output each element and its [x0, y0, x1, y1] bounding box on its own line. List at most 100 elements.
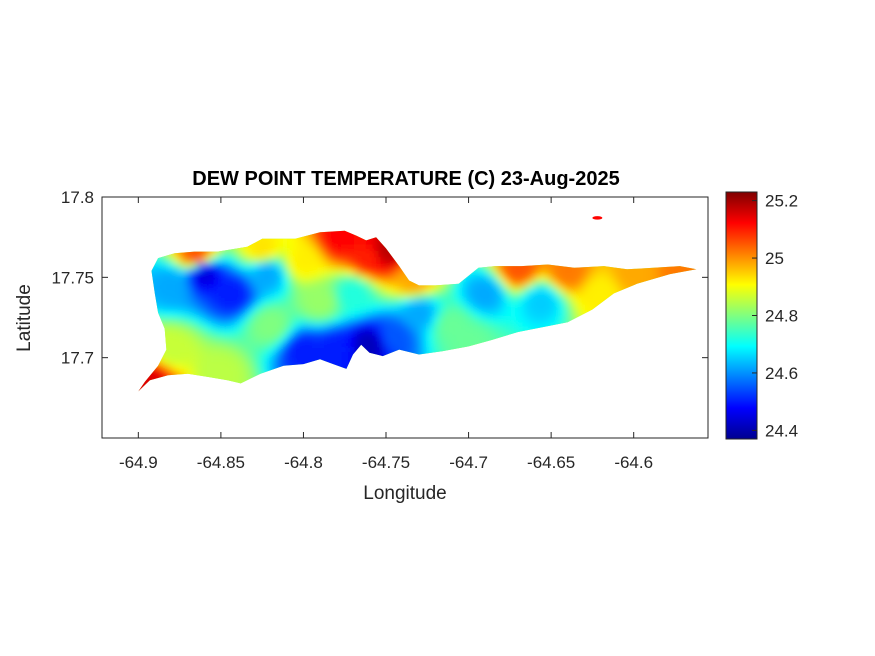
heatmap-cell [432, 305, 439, 312]
heatmap-cell [354, 329, 361, 336]
heatmap-cell [168, 359, 175, 366]
heatmap-cell [342, 251, 349, 258]
x-tick-label: -64.9 [119, 453, 158, 472]
heatmap-cell [270, 245, 277, 252]
heatmap-cell [486, 281, 493, 288]
heatmap-cell [360, 245, 367, 252]
heatmap-cell [492, 287, 499, 294]
heatmap-cell [300, 347, 307, 354]
heatmap-cell [324, 293, 331, 300]
heatmap-cell [246, 257, 253, 264]
heatmap-cell [168, 251, 175, 258]
heatmap-cell [162, 293, 169, 300]
heatmap-cell [174, 269, 181, 276]
heatmap-cell [480, 281, 487, 288]
heatmap-cell [372, 281, 379, 288]
heatmap-cell [162, 281, 169, 288]
heatmap-cell [558, 287, 565, 294]
heatmap-cell [276, 359, 283, 366]
heatmap-cell [336, 281, 343, 288]
heatmap-cell [180, 311, 187, 318]
heatmap-cell [168, 341, 175, 348]
heatmap-cell [270, 263, 277, 270]
heatmap-cell [528, 287, 535, 294]
heatmap-cell [228, 329, 235, 336]
heatmap-cell [246, 353, 253, 360]
heatmap-cell [492, 263, 499, 270]
heatmap-cell [462, 305, 469, 312]
heatmap-cell [204, 299, 211, 306]
heatmap-cell [306, 257, 313, 264]
heatmap-cell [246, 281, 253, 288]
heatmap-cell [378, 323, 385, 330]
heatmap-cell [252, 311, 259, 318]
heatmap-cell [144, 377, 151, 384]
colorbar-tick-label: 25 [765, 249, 784, 268]
heatmap-cell [360, 323, 367, 330]
heatmap-cell [528, 281, 535, 288]
heatmap-cell [420, 305, 427, 312]
heatmap-cell [174, 353, 181, 360]
heatmap-cell [360, 293, 367, 300]
heatmap-cell [354, 317, 361, 324]
heatmap-cell [540, 287, 547, 294]
heatmap-cell [306, 323, 313, 330]
chart-title: DEW POINT TEMPERATURE (C) 23-Aug-2025 [192, 168, 619, 190]
heatmap-cell [162, 329, 169, 336]
heatmap-cell [474, 323, 481, 330]
heatmap-cell [318, 293, 325, 300]
heatmap-cell [252, 353, 259, 360]
heatmap-cell [336, 311, 343, 318]
heatmap-cell [510, 281, 517, 288]
heatmap-cell [282, 293, 289, 300]
heatmap-cell [282, 281, 289, 288]
heatmap-cell [582, 269, 589, 276]
heatmap-cell [198, 353, 205, 360]
heatmap-cell [156, 287, 163, 294]
heatmap-cell [360, 281, 367, 288]
heatmap-cell [594, 281, 601, 288]
heatmap-cell [288, 269, 295, 276]
heatmap-cell [372, 329, 379, 336]
heatmap-cell [294, 353, 301, 360]
heatmap-cell [378, 269, 385, 276]
heatmap-cell [546, 311, 553, 318]
heatmap-cell [444, 311, 451, 318]
heatmap-cell [318, 317, 325, 324]
heatmap-cell [192, 353, 199, 360]
heatmap-cell [354, 311, 361, 318]
heatmap-cell [396, 305, 403, 312]
heatmap-cell [540, 281, 547, 288]
heatmap-cell [246, 299, 253, 306]
heatmap-cell [324, 317, 331, 324]
heatmap-cell [240, 305, 247, 312]
heatmap-cell [210, 317, 217, 324]
heatmap-cell [540, 323, 547, 330]
heatmap-cell [228, 275, 235, 282]
heatmap-cell [336, 287, 343, 294]
heatmap-cell [252, 347, 259, 354]
heatmap-cell [384, 305, 391, 312]
heatmap-cell [162, 287, 169, 294]
heatmap-cell [552, 263, 559, 270]
heatmap-cell [276, 257, 283, 264]
heatmap-cell [426, 335, 433, 342]
heatmap-cell [204, 293, 211, 300]
heatmap-cell [228, 353, 235, 360]
colorbar-tick-label: 24.4 [765, 421, 798, 440]
heatmap-cell [372, 287, 379, 294]
heatmap-cell [306, 335, 313, 342]
heatmap-cell [282, 323, 289, 330]
heatmap-cell [186, 335, 193, 342]
heatmap-cell [288, 275, 295, 282]
heatmap-cell [456, 341, 463, 348]
heatmap-cell [198, 317, 205, 324]
heatmap-cell [162, 335, 169, 342]
heatmap-cell [516, 269, 523, 276]
heatmap-cell [504, 263, 511, 270]
heatmap-cell [462, 311, 469, 318]
heatmap-cell [270, 347, 277, 354]
heatmap-cell [234, 275, 241, 282]
heatmap-cell [402, 287, 409, 294]
heatmap-cell [288, 311, 295, 318]
